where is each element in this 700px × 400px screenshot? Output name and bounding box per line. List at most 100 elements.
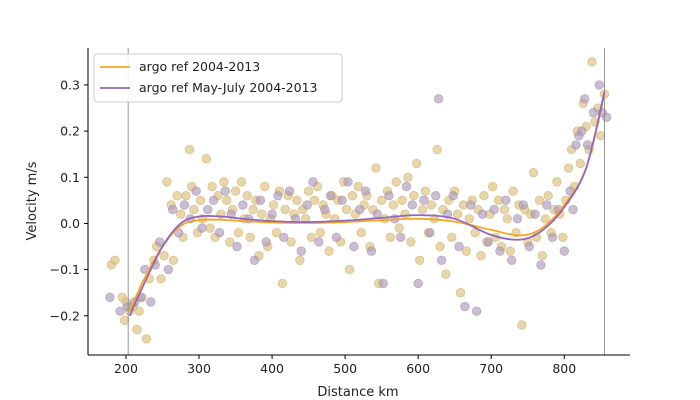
point-gold-61 <box>295 255 305 266</box>
point-purple-22 <box>238 200 248 210</box>
x-tick-label-3: 500 <box>333 361 357 376</box>
point-gold-7 <box>132 324 142 335</box>
point-purple-15 <box>197 223 207 233</box>
point-purple-57 <box>436 255 447 266</box>
x-axis-label: Distance km <box>317 385 398 400</box>
point-purple-70 <box>512 214 523 224</box>
scatter-points <box>105 57 612 344</box>
point-purple-33 <box>302 200 312 210</box>
point-purple-12 <box>179 200 190 210</box>
point-gold-14 <box>156 274 166 284</box>
point-gold-89 <box>376 195 387 206</box>
point-gold-94 <box>391 177 401 187</box>
point-gold-131 <box>499 204 510 215</box>
y-tick-label-1: −0.1 <box>50 262 80 277</box>
point-gold-37 <box>225 237 235 247</box>
point-gold-56 <box>280 204 290 215</box>
point-purple-40 <box>343 177 353 187</box>
point-purple-24 <box>249 255 260 266</box>
point-gold-118 <box>461 246 472 256</box>
point-purple-21 <box>232 241 242 252</box>
point-gold-41 <box>236 177 247 187</box>
point-purple-89 <box>601 112 612 122</box>
point-purple-85 <box>582 140 593 150</box>
point-gold-113 <box>447 232 457 242</box>
point-purple-43 <box>360 186 371 196</box>
point-purple-74 <box>536 260 546 270</box>
point-gold-149 <box>552 177 562 187</box>
point-purple-35 <box>314 237 324 247</box>
point-gold-123 <box>476 251 486 261</box>
legend: argo ref 2004-2013 argo ref May-July 200… <box>93 53 343 103</box>
point-gold-134 <box>508 186 518 196</box>
point-gold-58 <box>286 237 296 247</box>
point-gold-103 <box>417 204 428 215</box>
point-gold-66 <box>309 195 320 206</box>
point-purple-69 <box>506 255 517 266</box>
point-gold-45 <box>248 204 258 215</box>
point-gold-3 <box>119 315 130 326</box>
x-ticks: 200 300 400 500 600 700 800 <box>114 355 576 376</box>
axes <box>87 48 630 356</box>
point-gold-79 <box>347 191 358 201</box>
point-purple-59 <box>448 191 458 201</box>
point-purple-34 <box>308 177 318 187</box>
point-gold-8 <box>134 306 144 316</box>
point-purple-29 <box>279 232 289 242</box>
point-purple-54 <box>425 227 435 238</box>
point-gold-143 <box>534 195 545 206</box>
point-gold-31 <box>207 181 217 192</box>
point-purple-26 <box>261 237 271 247</box>
point-gold-164 <box>596 131 606 141</box>
point-purple-25 <box>255 195 266 206</box>
y-tick-label-2: 0.0 <box>60 216 80 231</box>
point-gold-35 <box>219 177 229 187</box>
point-gold-102 <box>414 255 425 266</box>
x-tick-label-6: 800 <box>552 361 576 376</box>
point-gold-44 <box>245 232 255 242</box>
point-gold-40 <box>233 227 244 238</box>
point-purple-8 <box>154 237 165 247</box>
point-purple-38 <box>331 232 342 242</box>
point-gold-1 <box>110 255 120 266</box>
point-purple-9 <box>163 264 174 275</box>
point-gold-132 <box>502 214 512 224</box>
series-line-0 <box>128 93 606 312</box>
point-gold-82 <box>356 227 366 238</box>
point-gold-119 <box>464 214 474 224</box>
x-tick-label-0: 200 <box>114 361 138 376</box>
point-gold-64 <box>303 186 314 196</box>
point-gold-141 <box>528 167 539 178</box>
point-gold-18 <box>168 255 179 266</box>
point-gold-49 <box>260 181 270 192</box>
point-gold-39 <box>230 186 241 196</box>
point-purple-84 <box>580 94 590 104</box>
y-tick-label-5: 0.3 <box>60 77 80 92</box>
y-ticks: −0.2 −0.1 0.0 0.1 0.2 0.3 <box>50 77 88 323</box>
point-gold-19 <box>172 191 182 201</box>
point-purple-60 <box>454 241 464 252</box>
point-purple-16 <box>203 204 213 215</box>
point-gold-100 <box>409 191 419 201</box>
point-gold-133 <box>505 246 515 256</box>
point-gold-53 <box>271 227 282 238</box>
point-purple-78 <box>559 246 569 256</box>
point-gold-92 <box>385 232 396 242</box>
point-purple-51 <box>407 200 418 210</box>
point-gold-78 <box>344 264 355 275</box>
point-purple-30 <box>284 186 295 196</box>
point-purple-55 <box>430 191 441 201</box>
point-purple-73 <box>530 209 540 219</box>
point-purple-76 <box>547 232 558 242</box>
point-gold-81 <box>353 181 363 192</box>
point-purple-27 <box>267 209 277 219</box>
point-gold-98 <box>403 172 413 182</box>
point-gold-108 <box>432 144 442 155</box>
x-tick-label-4: 600 <box>406 361 430 376</box>
point-purple-28 <box>273 191 283 201</box>
point-gold-43 <box>242 191 252 201</box>
point-purple-41 <box>349 241 359 252</box>
point-purple-14 <box>191 186 201 196</box>
point-gold-153 <box>563 163 574 173</box>
point-gold-96 <box>397 195 407 206</box>
